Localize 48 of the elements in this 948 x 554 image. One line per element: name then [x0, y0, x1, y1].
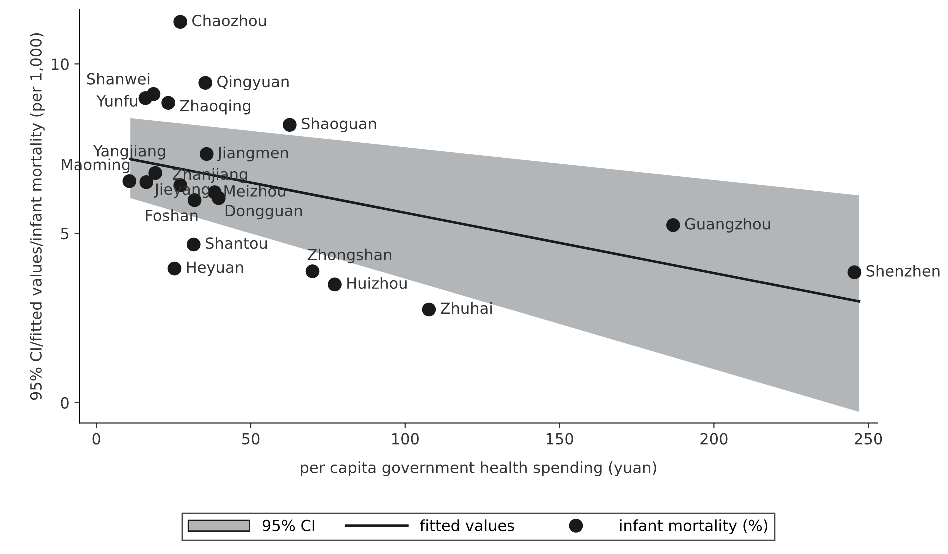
x-tick-label: 0 [92, 433, 100, 445]
annotation: Guangzhou [685, 218, 770, 233]
point [666, 218, 680, 232]
annotation: Qingyuan [218, 76, 289, 91]
point [422, 302, 436, 317]
point [186, 238, 201, 252]
x-axis-title: per capita government health spending (yuan) [301, 462, 656, 476]
annotation: Dongguan [226, 205, 302, 220]
annotation: Shaoguan [302, 118, 376, 133]
annotation: Shanwei [87, 73, 150, 85]
y-tick-label: 10 [52, 58, 69, 70]
legend-label: fitted values [420, 520, 514, 532]
point [140, 175, 154, 190]
point [328, 278, 342, 292]
point [848, 266, 862, 280]
annotation: Chaozhou [192, 14, 266, 27]
x-tick-label: 150 [546, 433, 574, 445]
point [200, 147, 214, 162]
annotation: Zhaoqing [180, 100, 250, 115]
y-tick-label: 5 [61, 228, 69, 240]
point [283, 118, 297, 132]
annotation: Jiangmen [217, 146, 288, 162]
x-tick-label: 100 [392, 433, 419, 445]
annotation: Huizhou [348, 277, 407, 290]
y-tick-label: 0 [61, 397, 69, 409]
annotation: Shantou [206, 237, 268, 250]
annotation: Meizhou [224, 185, 286, 197]
y-axis-title: 95% CI/fitted values/infant mortality (per 1,000) [30, 33, 45, 400]
annotation: Foshan [146, 210, 198, 222]
annotation: Shenzhen [866, 265, 940, 277]
point [162, 96, 176, 110]
point [212, 191, 226, 206]
annotation: Yangjiang [93, 145, 166, 160]
point [306, 264, 320, 278]
text: 95% CI [262, 520, 314, 532]
point [174, 15, 188, 30]
text: infant mortality (%) [620, 520, 768, 534]
x-tick-label: 50 [242, 433, 260, 445]
annotation: Yunfu [96, 95, 138, 107]
x-tick-label: 250 [855, 433, 882, 445]
x-tick-label: 200 [700, 433, 728, 445]
point [148, 166, 162, 180]
annotation: Heyuan [187, 262, 244, 276]
point [122, 174, 137, 188]
point [138, 91, 153, 106]
annotation: Zhuhai [440, 302, 492, 314]
point [168, 262, 182, 276]
point [198, 76, 213, 90]
